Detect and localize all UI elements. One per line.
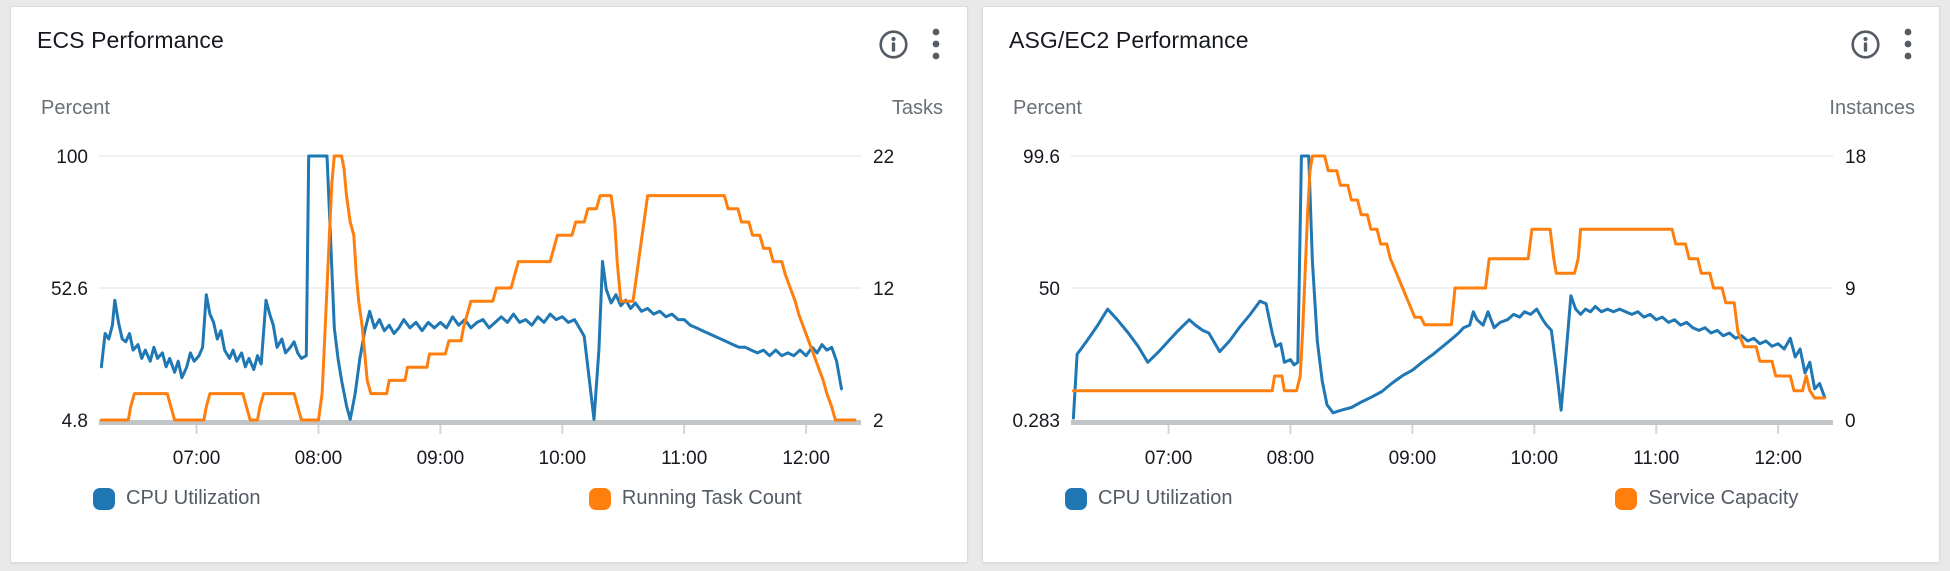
x-tick-label: 09:00	[1389, 448, 1437, 469]
legend: CPU Utilization Service Capacity	[1007, 487, 1915, 519]
x-tick-label: 08:00	[295, 448, 343, 469]
x-tick-label: 12:00	[1754, 448, 1802, 469]
ecs-performance-chart[interactable]: 07:00 08:00 09:00 10:00 11:00 12:00 100 52.6 4.8…	[35, 131, 947, 481]
y-left-tick-label: 100	[56, 147, 88, 168]
legend-swatch	[93, 487, 115, 510]
y-left-tick-label: 4.8	[62, 411, 88, 432]
x-tick-label: 10:00	[539, 448, 587, 469]
axis-units-row: Percent Instances	[1007, 97, 1915, 123]
y-left-tick-label: 99.6	[1023, 147, 1060, 168]
x-axis-baseline	[1071, 420, 1833, 425]
x-tick-label: 11:00	[1633, 448, 1679, 469]
y-right-tick-label: 22	[873, 147, 894, 168]
x-axis-baseline	[99, 420, 861, 425]
x-tick-label: 11:00	[661, 448, 707, 469]
widget-header: ECS Performance	[35, 23, 943, 61]
x-tick-label: 12:00	[782, 448, 830, 469]
left-axis-unit: Percent	[1013, 97, 1082, 119]
widget-title: ASG/EC2 Performance	[1009, 27, 1249, 53]
legend-label: Service Capacity	[1648, 487, 1799, 509]
legend-item-cpu-utilization[interactable]: CPU Utilization	[93, 487, 260, 510]
y-left-tick-label: 0.283	[1012, 411, 1060, 432]
kebab-menu-icon[interactable]	[1903, 27, 1913, 61]
legend-item-running-task-count[interactable]: Running Task Count	[588, 487, 802, 510]
info-icon[interactable]	[878, 29, 909, 60]
widget-header: ASG/EC2 Performance	[1007, 23, 1915, 61]
left-axis-unit: Percent	[41, 97, 110, 119]
series-cpu-utilization	[99, 154, 843, 421]
legend-item-service-capacity[interactable]: Service Capacity	[1615, 487, 1798, 510]
legend-swatch	[1615, 487, 1638, 510]
y-right-tick-label: 2	[873, 411, 884, 432]
x-tick-label: 09:00	[417, 448, 465, 469]
legend-label: Running Task Count	[621, 487, 802, 509]
x-tick-label: 07:00	[173, 448, 221, 469]
x-tick-label: 10:00	[1511, 448, 1559, 469]
legend-item-cpu-utilization[interactable]: CPU Utilization	[1065, 487, 1232, 510]
widget-title: ECS Performance	[37, 27, 224, 53]
y-left-tick-label: 52.6	[51, 279, 88, 300]
info-icon[interactable]	[1850, 29, 1881, 60]
asg-ec2-performance-chart[interactable]: 07:00 08:00 09:00 10:00 11:00 12:00 99.6 50 0.28…	[1007, 131, 1919, 481]
y-right-tick-label: 18	[1845, 147, 1866, 168]
axis-units-row: Percent Tasks	[35, 97, 943, 123]
right-axis-unit: Instances	[1829, 97, 1915, 119]
y-left-tick-label: 50	[1039, 279, 1060, 300]
asg-ec2-performance-card: ASG/EC2 Performance Percent Instances 07…	[982, 6, 1940, 563]
legend-label: CPU Utilization	[126, 487, 261, 509]
legend-label: CPU Utilization	[1098, 487, 1233, 509]
kebab-menu-icon[interactable]	[931, 27, 941, 61]
x-tick-label: 07:00	[1145, 448, 1193, 469]
y-right-tick-label: 12	[873, 279, 894, 300]
y-right-tick-label: 9	[1845, 279, 1856, 300]
x-tick-label: 08:00	[1267, 448, 1315, 469]
series-service-capacity	[1071, 154, 1826, 400]
legend: CPU Utilization Running Task Count	[35, 487, 943, 519]
y-right-tick-label: 0	[1845, 411, 1856, 432]
ecs-performance-card: ECS Performance Percent Tasks 07:00 08:00…	[10, 6, 968, 563]
series-cpu-utilization	[1071, 154, 1826, 420]
series-running-task-count	[99, 154, 857, 422]
right-axis-unit: Tasks	[891, 97, 943, 119]
legend-swatch	[588, 487, 611, 510]
legend-swatch	[1065, 487, 1087, 510]
